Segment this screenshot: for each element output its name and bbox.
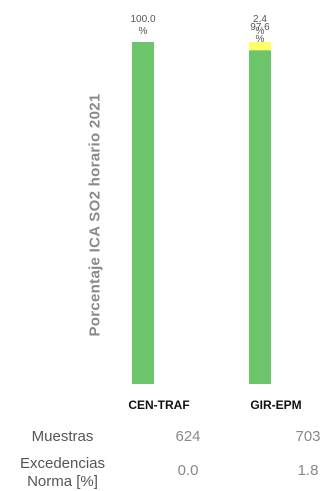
category-label-gir-epm: GIR-EPM [250,398,301,412]
bar-gir-epm-0 [249,50,271,384]
excedencias-cen-traf: 0.0 [177,462,199,479]
data-label-cen-traf-0: 100.0% [130,14,155,37]
muestras-gir-epm: 703 [295,428,321,445]
y-axis-label: Porcentaje ICA SO2 horario 2021 [86,93,104,337]
row-label-excedencias: Excedencias Norma [%] [0,455,125,491]
bar-cen-traf-0 [132,42,154,384]
bar-gir-epm-1 [249,42,271,51]
row-label-muestras: Muestras [31,428,94,445]
muestras-cen-traf: 624 [175,428,201,445]
row-label-excedencias-line1: Excedencias [19,455,106,472]
category-label-cen-traf: CEN-TRAF [128,398,189,412]
excedencias-gir-epm: 1.8 [297,462,319,479]
data-label-gir-epm-0: 97.6% [250,22,270,45]
row-label-excedencias-line2: Norma [%] [27,473,98,490]
data-label-gir-epm-1: 2.4% [253,14,267,37]
